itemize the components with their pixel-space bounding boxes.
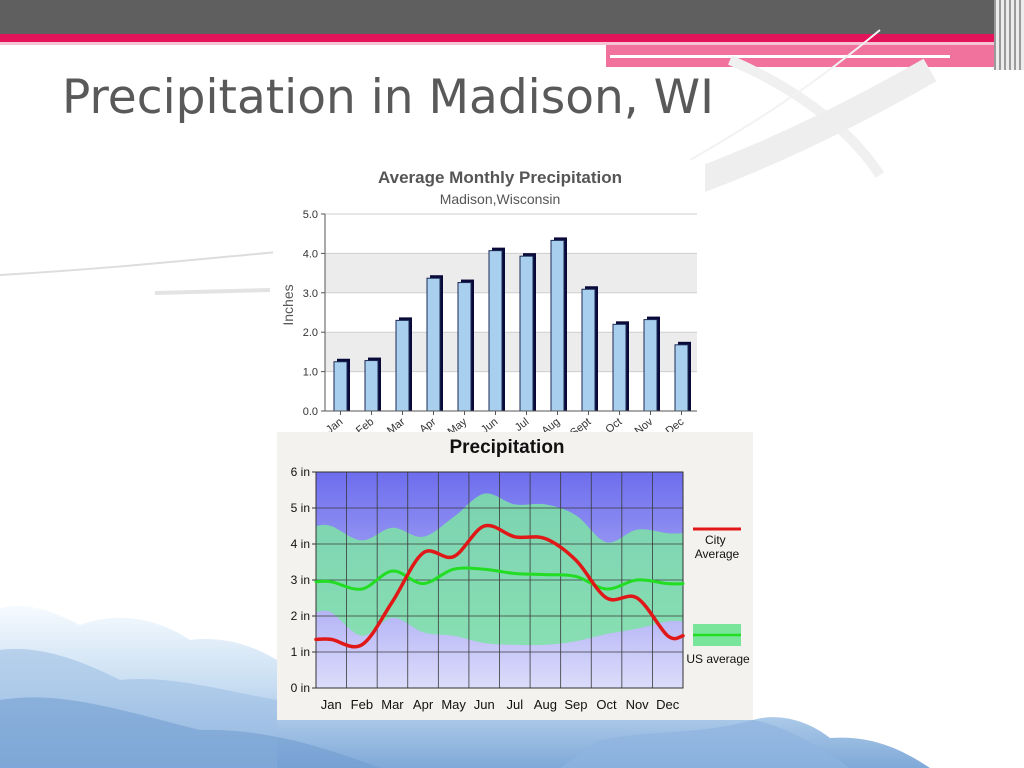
grid-band xyxy=(325,214,697,254)
bar xyxy=(643,319,658,412)
grid xyxy=(312,471,684,689)
grid-band xyxy=(325,253,697,293)
y-tick-label: 3 in xyxy=(291,573,310,587)
slide-title: Precipitation in Madison, WI xyxy=(62,70,714,125)
x-tick-label: Dec xyxy=(664,416,687,432)
chart-title: Average Monthly Precipitation xyxy=(378,168,622,187)
y-tick-label: 4 in xyxy=(291,537,310,551)
y-tick-label: 5.0 xyxy=(303,209,318,221)
bar xyxy=(612,323,627,412)
x-tick-label: Apr xyxy=(413,697,434,712)
bar xyxy=(395,319,410,412)
bar-chart-panel: Average Monthly Precipitation Madison,Wi… xyxy=(273,160,705,439)
line-chart-panel: Precipitation 0 in 1 in 2 in 3 in 4 in 5 in 6 … xyxy=(277,432,753,720)
x-tick-label: Oct xyxy=(603,416,624,432)
axes xyxy=(321,213,697,415)
x-tick-label: Mar xyxy=(381,697,404,712)
y-tick-label: 0.0 xyxy=(303,406,318,418)
bar xyxy=(488,250,503,412)
bar xyxy=(457,282,472,412)
chart-title: Precipitation xyxy=(449,437,564,458)
x-tick-label: Jan xyxy=(321,697,342,712)
bar xyxy=(674,344,689,412)
y-tick-label: 2 in xyxy=(291,609,310,623)
city-average-line xyxy=(314,523,685,649)
line-chart: Precipitation 0 in 1 in 2 in 3 in 4 in 5 in 6 … xyxy=(291,437,750,712)
grid-band xyxy=(325,371,697,411)
plot-border xyxy=(315,471,684,689)
y-tick-label: 1 in xyxy=(291,645,310,659)
y-tick-label: 2.0 xyxy=(303,327,318,339)
x-tick-label: Sept xyxy=(568,416,593,432)
y-tick-label: 3.0 xyxy=(303,288,318,300)
corner-stripes xyxy=(994,0,1024,70)
us-average-line xyxy=(314,566,685,591)
x-tick-label: Nov xyxy=(633,416,656,432)
y-tick-label: 0 in xyxy=(291,681,310,695)
x-tick-label: Aug xyxy=(534,697,557,712)
x-tick-label: Jan xyxy=(324,416,345,432)
x-tick-label: Jul xyxy=(513,416,531,432)
x-tick-label: Feb xyxy=(354,416,376,432)
grid xyxy=(325,213,697,412)
bar-chart: Average Monthly Precipitation Madison,Wi… xyxy=(280,168,697,439)
accent-block-line xyxy=(610,55,950,58)
x-tick-label: Jul xyxy=(506,697,523,712)
bar xyxy=(426,277,441,412)
top-header-band xyxy=(0,0,1024,34)
bar xyxy=(519,255,534,412)
x-tick-label: Sep xyxy=(564,697,587,712)
legend-city-label: City Average xyxy=(695,533,740,561)
x-tick-label: Dec xyxy=(656,697,680,712)
accent-stripe xyxy=(0,34,1024,42)
chart-subtitle: Madison,Wisconsin xyxy=(440,191,561,207)
x-tick-label: Jun xyxy=(474,697,495,712)
y-axis-label: Inches xyxy=(280,284,296,325)
grid-band xyxy=(325,332,697,372)
tick-labels: 0 in 1 in 2 in 3 in 4 in 5 in 6 in Jan Feb Mar Apr… xyxy=(291,465,680,712)
y-tick-label: 6 in xyxy=(291,465,310,479)
x-tick-label: Nov xyxy=(626,697,650,712)
y-tick-label: 5 in xyxy=(291,501,310,515)
x-tick-label: Jun xyxy=(479,416,500,432)
legend: City Average US average xyxy=(686,527,750,666)
accent-stripe-light xyxy=(0,42,1024,45)
legend-us-label: US average xyxy=(686,652,750,666)
x-tick-label: Oct xyxy=(596,697,617,712)
grid-band xyxy=(325,292,697,333)
y-tick-label: 1.0 xyxy=(303,367,318,379)
bars xyxy=(333,237,691,412)
bar xyxy=(550,239,565,412)
x-tick-label: Feb xyxy=(351,697,373,712)
bar xyxy=(364,360,379,412)
bar xyxy=(333,361,348,412)
y-tick-label: 4.0 xyxy=(303,248,318,260)
series-lines xyxy=(314,523,685,649)
x-tick-label: Aug xyxy=(540,416,563,432)
x-tick-label: May xyxy=(446,416,470,432)
x-tick-label: May xyxy=(441,697,466,712)
bar xyxy=(581,288,596,412)
x-tick-label: Mar xyxy=(385,416,408,432)
x-tick-label: Apr xyxy=(417,416,438,432)
